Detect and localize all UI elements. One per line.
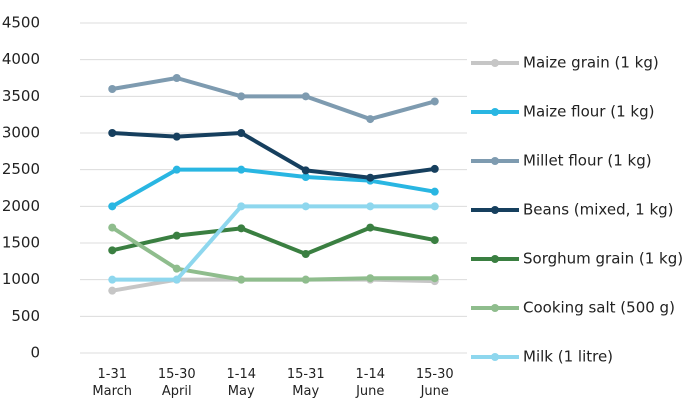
point xyxy=(237,92,246,101)
series-line xyxy=(111,225,436,256)
point xyxy=(237,202,246,211)
y-tick-label: 500 xyxy=(11,307,40,325)
y-tick-label: 2000 xyxy=(2,197,40,215)
series-line xyxy=(111,76,436,122)
point xyxy=(430,236,439,245)
point xyxy=(237,224,246,233)
point xyxy=(172,74,181,82)
x-tick-label: 1-31 March xyxy=(92,367,132,399)
point xyxy=(108,129,117,137)
point xyxy=(366,274,375,283)
legend-marker xyxy=(491,353,499,361)
series-line xyxy=(112,204,435,282)
point xyxy=(366,202,375,211)
point xyxy=(237,165,246,174)
point xyxy=(430,202,439,211)
point xyxy=(366,223,375,232)
point xyxy=(172,165,181,174)
x-tick-label: 15-31 May xyxy=(287,367,325,399)
point xyxy=(301,166,310,175)
y-tick-label: 1500 xyxy=(2,234,40,252)
point xyxy=(301,173,310,181)
series-line xyxy=(111,225,435,282)
y-tick-label: 0 xyxy=(30,344,40,362)
point xyxy=(108,275,117,284)
legend-label: Millet flour (1 kg) xyxy=(523,152,652,170)
point xyxy=(430,164,439,173)
point xyxy=(430,97,439,106)
series-line xyxy=(111,167,436,209)
point xyxy=(172,275,181,284)
point xyxy=(301,275,310,284)
legend-label: Maize flour (1 kg) xyxy=(523,103,654,121)
point xyxy=(108,85,117,93)
point xyxy=(237,275,246,284)
x-tick-label: 15-30 June xyxy=(416,367,454,399)
legend-marker xyxy=(491,206,499,214)
legend-marker xyxy=(491,59,499,67)
legend-label: Sorghum grain (1 kg) xyxy=(523,250,683,268)
point xyxy=(108,246,117,255)
point xyxy=(172,132,181,141)
point xyxy=(108,286,117,295)
legend-marker xyxy=(491,157,499,165)
legend-label: Cooking salt (500 g) xyxy=(523,299,675,317)
legend-label: Maize grain (1 kg) xyxy=(523,54,659,72)
y-tick-label: 3000 xyxy=(2,124,40,142)
point xyxy=(301,92,310,101)
y-tick-label: 4000 xyxy=(2,50,40,68)
x-tick-label: 15-30 April xyxy=(158,367,196,399)
point xyxy=(172,264,181,273)
point xyxy=(430,274,439,283)
x-tick-label: 1-14 May xyxy=(226,367,256,399)
legend-marker xyxy=(491,255,499,263)
y-tick-label: 1000 xyxy=(2,270,40,288)
point xyxy=(430,187,439,196)
legend-marker xyxy=(491,108,499,116)
legend-label: Beans (mixed, 1 kg) xyxy=(523,201,674,219)
y-tick-label: 2500 xyxy=(2,160,40,178)
point xyxy=(366,173,375,182)
legend-label: Milk (1 litre) xyxy=(523,348,613,366)
point xyxy=(301,202,310,211)
legend-marker xyxy=(491,304,499,312)
point xyxy=(172,231,181,240)
point xyxy=(108,223,117,232)
series-line xyxy=(112,131,436,180)
point xyxy=(108,202,117,211)
y-tick-label: 4500 xyxy=(2,14,40,32)
x-tick-label: 1-14 June xyxy=(355,367,385,399)
point xyxy=(301,250,310,258)
y-tick-label: 3500 xyxy=(2,87,40,105)
point xyxy=(237,129,246,137)
point xyxy=(366,115,375,124)
